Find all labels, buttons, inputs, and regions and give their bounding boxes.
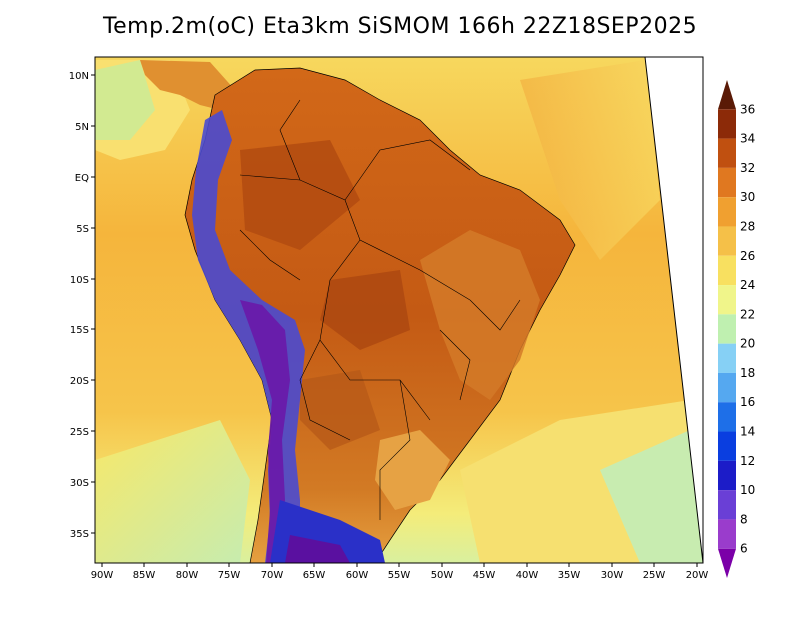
lat-label: 25S [70, 427, 89, 438]
lon-label: 35W [558, 570, 581, 581]
lat-label: 30S [70, 478, 89, 489]
lon-label: 50W [431, 570, 454, 581]
colorbar-segment [718, 431, 736, 461]
lon-label: 60W [346, 570, 369, 581]
colorbar-segment [718, 167, 736, 198]
lon-label: 80W [176, 570, 199, 581]
atlantic-south-cool [600, 430, 703, 563]
lat-label: 10N [69, 71, 89, 82]
lat-label: 35S [70, 529, 89, 540]
colorbar-segment [718, 109, 736, 139]
colorbar-segment [718, 197, 736, 227]
central-hot-region [320, 270, 410, 350]
latitude-axis: 10N 5N EQ 5S 10S 15S 20S 25S 30S 35S [69, 71, 95, 540]
pacific-cool-patch [95, 60, 155, 140]
colorbar-label: 34 [740, 132, 755, 146]
colorbar-segment [718, 402, 736, 432]
lon-label: 55W [388, 570, 411, 581]
lon-label: 90W [91, 570, 114, 581]
lon-label: 20W [686, 570, 709, 581]
colorbar-label: 28 [740, 219, 755, 233]
lon-label: 45W [473, 570, 496, 581]
colorbar-segment [718, 255, 736, 286]
colorbar-label: 8 [740, 512, 748, 526]
colorbar-segment [718, 460, 736, 491]
colorbar-segment [718, 519, 736, 549]
central-america [140, 60, 235, 110]
lon-label: 40W [516, 570, 539, 581]
country-borders [239, 99, 521, 520]
atlantic-equatorial [520, 60, 660, 260]
amazon-hot-region [240, 140, 360, 250]
map-title: Temp.2m(oC) Eta3km SiSMOM 166h 22Z18SEP2… [102, 14, 698, 39]
lon-label: 85W [133, 570, 156, 581]
colorbar-segment [718, 548, 736, 578]
lon-label: 70W [261, 570, 284, 581]
colorbar-segment [718, 372, 736, 403]
lat-label: 5S [76, 224, 89, 235]
colorbar-label: 10 [740, 483, 755, 497]
colorbar-label: 6 [740, 542, 748, 556]
southern-brazil-cooler [375, 430, 450, 510]
lon-label: 30W [601, 570, 624, 581]
colorbar-segment [718, 226, 736, 256]
colorbar-label: 30 [740, 190, 755, 204]
andes-coldest-core [240, 300, 290, 563]
pacific-south-cool [95, 420, 250, 563]
colorbar-label: 24 [740, 278, 755, 292]
colorbar-label: 36 [740, 102, 755, 116]
chaco-region [300, 370, 380, 450]
colorbar-label: 12 [740, 454, 755, 468]
colorbar-label: 26 [740, 249, 755, 263]
lat-label: EQ [75, 173, 89, 184]
lat-label: 10S [70, 275, 89, 286]
brazil-highlands [420, 230, 540, 400]
colorbar-segment [718, 285, 736, 315]
colorbar-segment [718, 343, 736, 373]
colorbar-segment [718, 80, 736, 110]
lat-label: 20S [70, 376, 89, 387]
colorbar-label: 32 [740, 161, 755, 175]
colorbar-label: 20 [740, 337, 755, 351]
longitude-axis: 90W 85W 80W 75W 70W 65W 60W 55W 50W 45W … [91, 563, 709, 581]
lon-label: 25W [643, 570, 666, 581]
colorbar-label: 18 [740, 366, 755, 380]
colorbar-label: 22 [740, 307, 755, 321]
colorbar-segment [718, 314, 736, 344]
patagonia-coldest [285, 535, 350, 563]
lon-label: 65W [303, 570, 326, 581]
lon-label: 75W [218, 570, 241, 581]
colorbar: 36 34 32 30 28 26 24 22 20 18 16 14 12 10 8 6 [718, 80, 755, 578]
lat-label: 5N [75, 122, 89, 133]
map-area [95, 57, 703, 563]
colorbar-segment [718, 138, 736, 168]
colorbar-label: 14 [740, 425, 755, 439]
lat-label: 15S [70, 325, 89, 336]
colorbar-label: 16 [740, 395, 755, 409]
colorbar-segment [718, 490, 736, 520]
